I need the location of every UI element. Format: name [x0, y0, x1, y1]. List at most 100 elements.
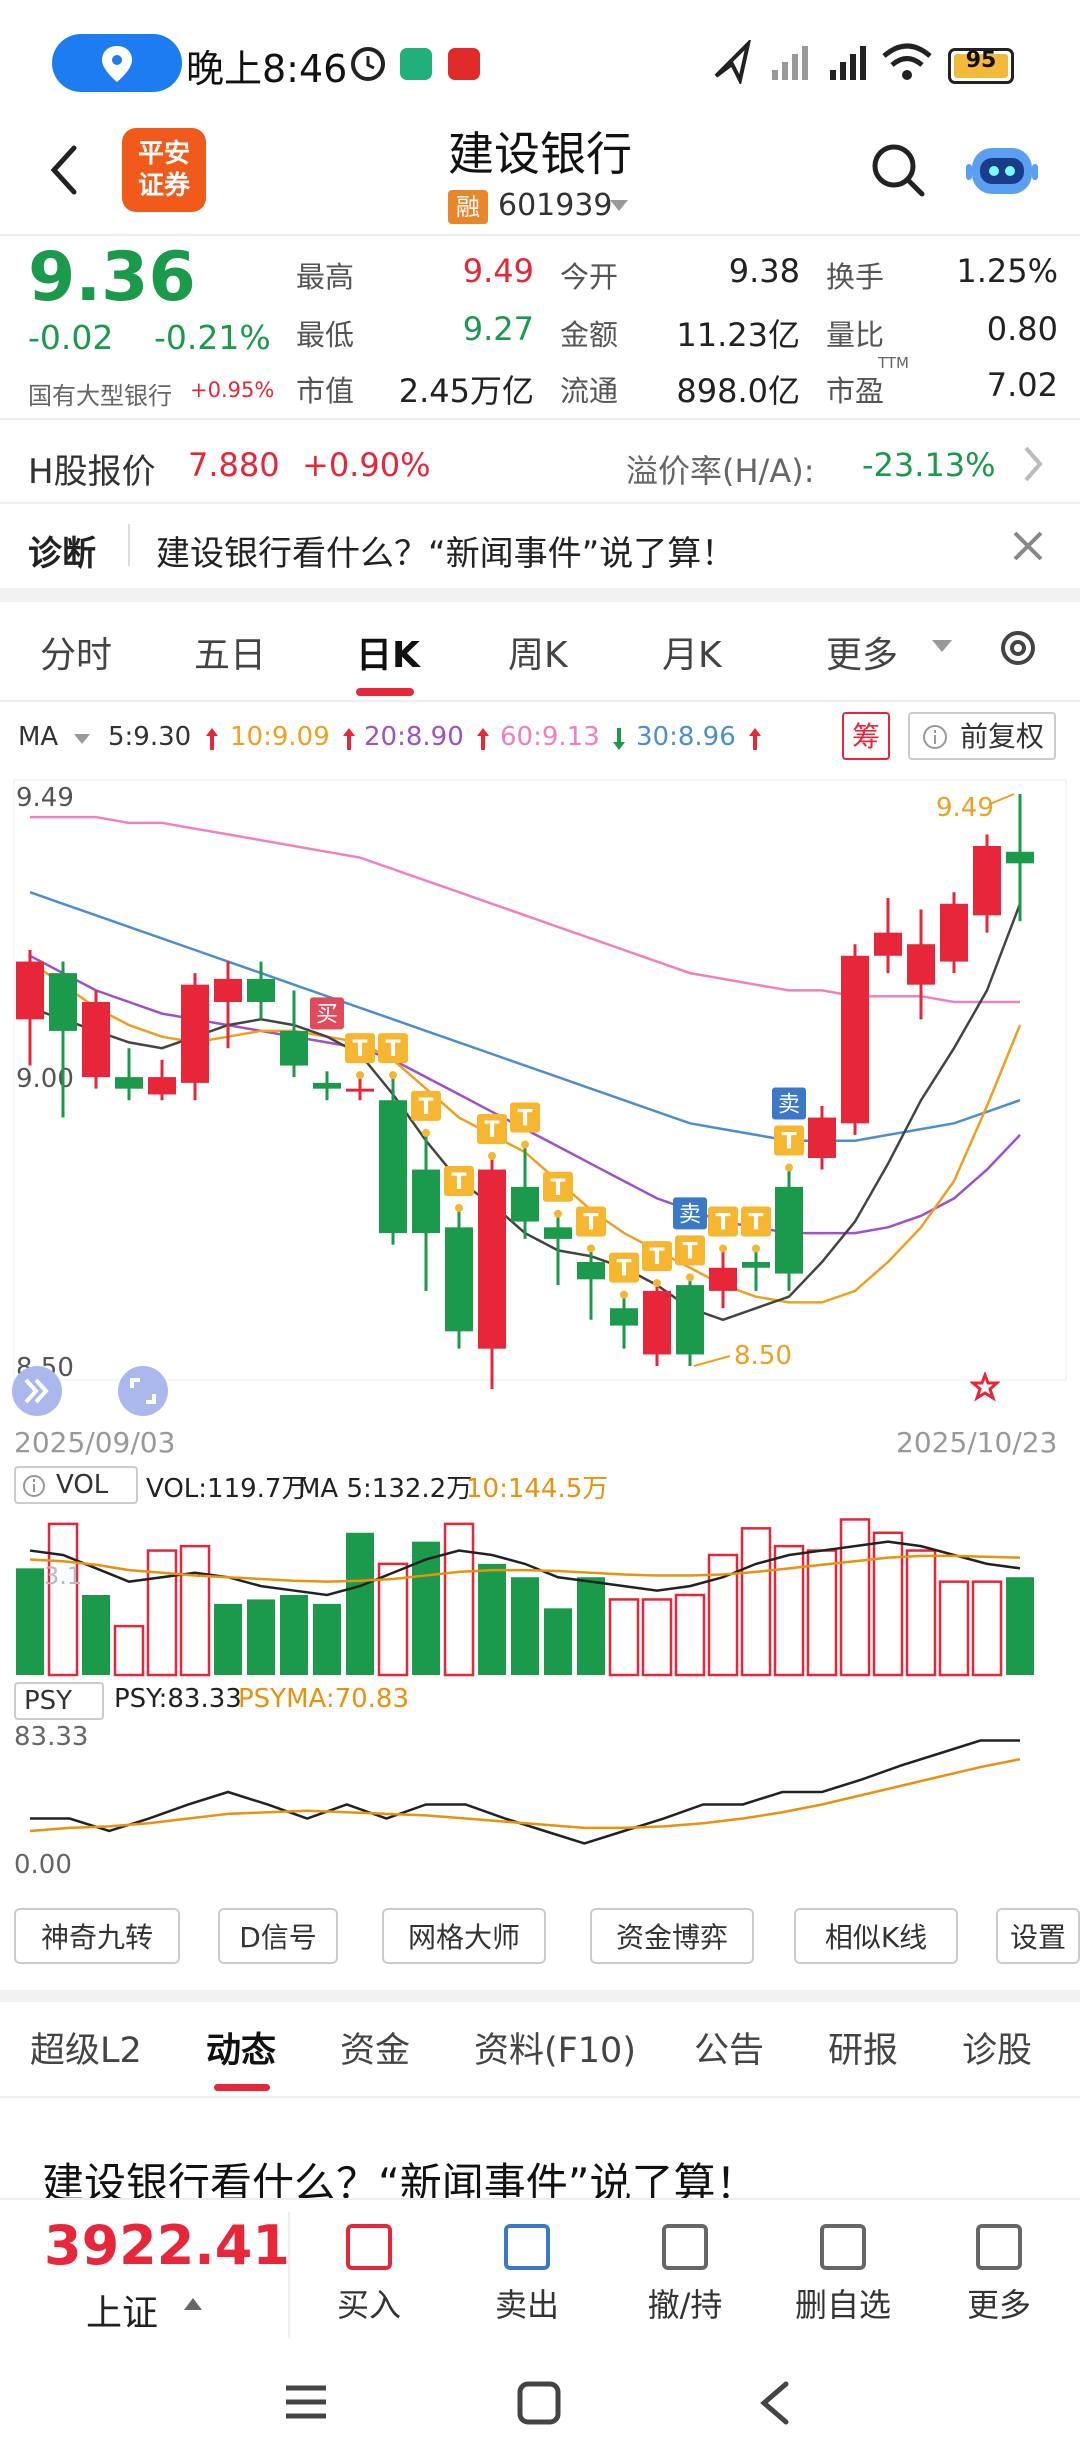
signal-t-marker[interactable]: T — [609, 1252, 639, 1299]
section-tab[interactable]: 资料(F10) — [474, 2031, 636, 2071]
stock-code[interactable]: 601939 — [498, 188, 613, 223]
candle[interactable] — [49, 961, 77, 1118]
close-icon[interactable] — [1010, 528, 1046, 564]
candle[interactable] — [16, 950, 44, 1066]
candle[interactable] — [841, 944, 869, 1135]
candle[interactable] — [445, 1210, 473, 1349]
candle[interactable] — [280, 990, 308, 1078]
candle[interactable] — [973, 834, 1001, 933]
candle[interactable] — [379, 1077, 407, 1245]
signal-t-marker[interactable]: T — [477, 1114, 507, 1160]
candle[interactable] — [247, 961, 275, 1020]
chip-button[interactable]: 筹 — [842, 712, 890, 760]
menu-icon[interactable] — [282, 2382, 330, 2422]
candle[interactable] — [676, 1279, 704, 1366]
psy-indicator-selector[interactable]: PSY — [14, 1682, 104, 1720]
candle[interactable] — [577, 1250, 605, 1320]
signal-t-marker[interactable]: T — [510, 1102, 540, 1149]
candle[interactable] — [148, 1059, 176, 1101]
candle[interactable] — [742, 1250, 770, 1291]
candle[interactable] — [775, 1169, 803, 1291]
vol-indicator-selector[interactable]: VOL — [14, 1466, 138, 1504]
candle[interactable] — [478, 1158, 506, 1390]
tab-3[interactable]: 周K — [508, 635, 568, 676]
ma-prefix[interactable]: MA — [18, 722, 59, 752]
signal-t-marker[interactable]: T — [675, 1235, 705, 1282]
action-4[interactable]: 更多 — [934, 2224, 1064, 2326]
chevron-up-icon[interactable] — [182, 2296, 204, 2312]
index-value[interactable]: 3922.41 — [44, 2214, 290, 2277]
candle[interactable] — [940, 892, 968, 974]
signal-t-marker[interactable]: T — [642, 1241, 672, 1288]
signal-t-marker[interactable]: T — [411, 1090, 441, 1137]
signal-t-marker[interactable]: T — [378, 1033, 408, 1080]
tool-button[interactable]: 资金博弈 — [590, 1908, 754, 1964]
psy-chart[interactable] — [0, 1730, 1080, 1890]
home-icon[interactable] — [516, 2380, 562, 2426]
candle[interactable] — [214, 961, 242, 1049]
section-tab[interactable]: 公告 — [694, 2031, 765, 2071]
candle[interactable] — [313, 1071, 341, 1101]
chevron-down-icon[interactable] — [608, 198, 630, 214]
back-icon[interactable] — [44, 140, 84, 200]
tool-button[interactable]: 设置 — [996, 1908, 1080, 1964]
candle[interactable] — [181, 973, 209, 1101]
expand-side-button[interactable] — [12, 1366, 62, 1416]
section-tab[interactable]: 诊股 — [962, 2031, 1033, 2071]
tool-button[interactable]: 神奇九转 — [14, 1908, 180, 1964]
buy-signal[interactable]: 买 — [310, 997, 344, 1030]
candle[interactable] — [1006, 794, 1034, 922]
candle[interactable] — [610, 1296, 638, 1349]
signal-t-marker[interactable]: T — [576, 1206, 606, 1253]
section-tab[interactable]: 研报 — [828, 2031, 899, 2071]
candlestick-chart[interactable]: 9.499.008.50TTTTTTTTTTTTTT买卖卖9.498.50 — [0, 770, 1080, 1400]
location-pill[interactable] — [52, 34, 182, 92]
tab-1[interactable]: 五日 — [194, 635, 267, 676]
action-1[interactable]: 卖出 — [462, 2224, 592, 2326]
adjust-button[interactable]: 前复权 — [908, 712, 1056, 760]
action-3[interactable]: 删自选 — [778, 2224, 908, 2326]
tab-2[interactable]: 日K — [356, 635, 420, 676]
candle[interactable] — [346, 1077, 374, 1101]
volume-chart[interactable]: 3.1 — [0, 1510, 1080, 1678]
robot-assistant-icon[interactable] — [964, 134, 1040, 204]
ma-dropdown-icon[interactable] — [72, 732, 92, 746]
signal-t-marker[interactable]: T — [543, 1171, 573, 1218]
tab-4[interactable]: 月K — [662, 635, 722, 676]
star-icon[interactable] — [970, 1372, 1000, 1402]
fullscreen-button[interactable] — [118, 1366, 168, 1416]
signal-t-marker[interactable]: T — [708, 1206, 738, 1253]
chevron-right-icon[interactable] — [1020, 444, 1046, 484]
candle[interactable] — [82, 990, 110, 1089]
candle[interactable] — [709, 1250, 737, 1309]
action-2[interactable]: 撤/持 — [620, 2224, 750, 2326]
section-tab[interactable]: 动态 — [206, 2031, 277, 2071]
candle[interactable] — [907, 909, 935, 1020]
candle[interactable] — [412, 1134, 440, 1291]
index-name[interactable]: 上证 — [86, 2293, 159, 2334]
section-tab[interactable]: 资金 — [340, 2031, 411, 2071]
tab-0[interactable]: 分时 — [40, 635, 113, 676]
search-icon[interactable] — [868, 140, 928, 200]
tab-5[interactable]: 更多 — [826, 635, 899, 676]
candle[interactable] — [808, 1106, 836, 1170]
candle[interactable] — [115, 1048, 143, 1101]
signal-t-marker[interactable]: T — [774, 1125, 804, 1172]
tool-button[interactable]: D信号 — [218, 1908, 338, 1964]
section-tab[interactable]: 超级L2 — [30, 2031, 142, 2071]
more-dropdown-icon[interactable] — [930, 638, 954, 656]
signal-t-marker[interactable]: T — [444, 1166, 474, 1212]
tool-button[interactable]: 网格大师 — [382, 1908, 546, 1964]
signal-t-marker[interactable]: T — [741, 1206, 771, 1253]
candle[interactable] — [511, 1146, 539, 1239]
tool-button[interactable]: 相似K线 — [794, 1908, 958, 1964]
back-nav-icon[interactable] — [756, 2380, 792, 2426]
candle[interactable] — [874, 898, 902, 974]
gear-icon[interactable] — [996, 626, 1040, 670]
sell-signal[interactable]: 卖 — [772, 1087, 806, 1120]
candle[interactable] — [643, 1285, 671, 1366]
action-0[interactable]: 买入 — [304, 2224, 434, 2326]
sell-signal[interactable]: 卖 — [673, 1197, 707, 1230]
signal-t-marker[interactable]: T — [345, 1033, 375, 1080]
diagnosis-text[interactable]: 建设银行看什么？“新闻事件”说了算！ — [156, 534, 736, 574]
